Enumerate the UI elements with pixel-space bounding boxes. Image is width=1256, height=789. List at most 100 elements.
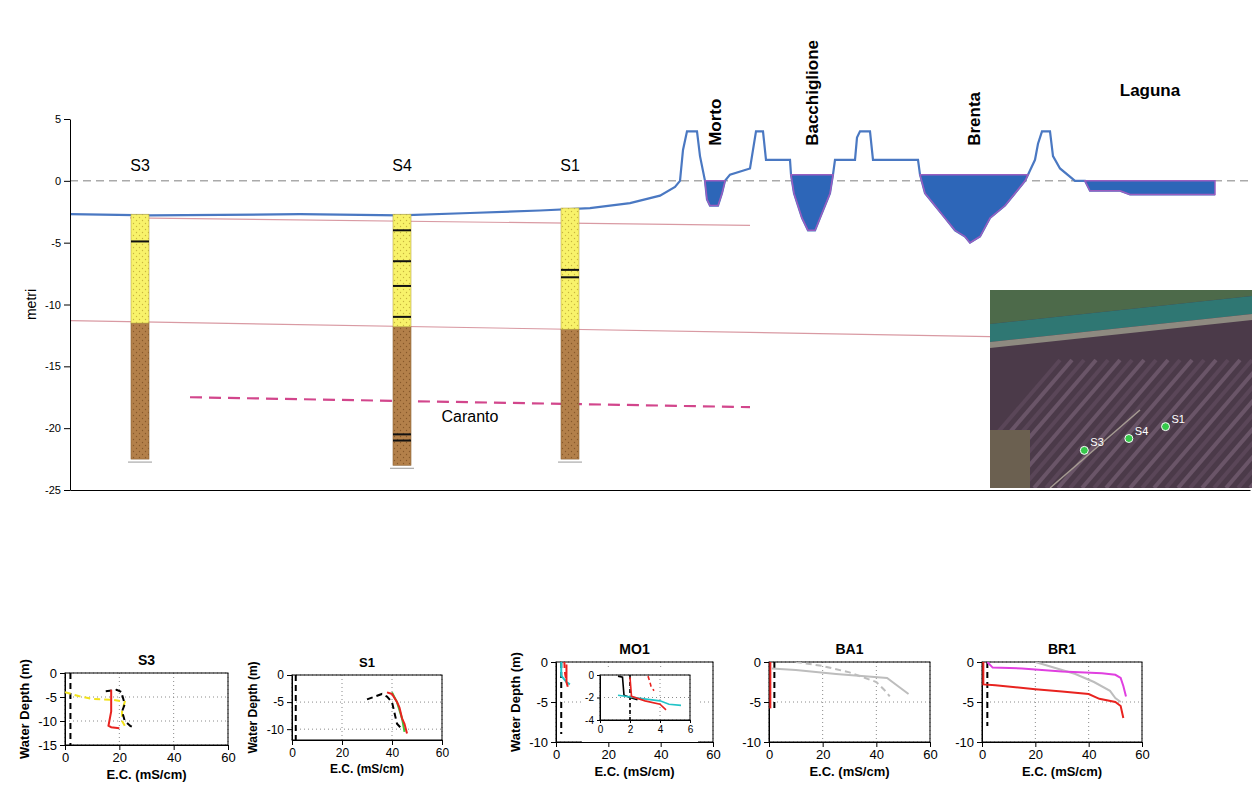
tick-mark xyxy=(287,729,292,730)
tick: -5 xyxy=(45,690,65,705)
axis-title: metri xyxy=(23,289,39,320)
clay-column xyxy=(393,327,411,466)
axis-line xyxy=(71,490,1251,491)
tick-label: -5 xyxy=(749,695,761,710)
inset-panel: 02460-2-4 xyxy=(582,669,698,742)
map-image xyxy=(990,290,1252,488)
water-body xyxy=(1085,181,1215,195)
axis-title: E.C. (mS/cm) xyxy=(594,764,674,779)
axis: 0246 xyxy=(598,720,694,735)
panel: 02040600-5-10MO1E.C. (mS/cm)Water Depth … xyxy=(508,641,721,779)
map-background xyxy=(990,290,1252,488)
tick-label: 0 xyxy=(541,655,548,670)
tick-mark xyxy=(292,740,293,745)
log-mark xyxy=(393,440,411,442)
tick: 0 xyxy=(553,742,560,762)
site-point xyxy=(1080,446,1088,454)
caranto-line xyxy=(190,397,750,407)
grid xyxy=(982,662,1142,742)
tick-label: -5 xyxy=(536,695,548,710)
tick-mark xyxy=(442,740,443,745)
log-mark xyxy=(393,285,411,287)
tick: 40 xyxy=(870,742,884,762)
tick-mark xyxy=(64,366,70,367)
tick: 0 xyxy=(289,740,296,760)
tick-label: 0 xyxy=(766,747,773,762)
water-body xyxy=(705,181,725,206)
tick: 0 xyxy=(588,670,600,681)
tick-label: -5 xyxy=(45,690,57,705)
tick: -5 xyxy=(536,695,556,710)
grid-line xyxy=(342,675,343,740)
tick: 20 xyxy=(113,745,127,765)
tick: -10 xyxy=(267,723,292,737)
map: S4S1S3 xyxy=(950,290,1256,488)
tick: 0 xyxy=(598,720,604,735)
map-feature xyxy=(1154,360,1252,488)
axis: 0-5-10 xyxy=(742,655,769,750)
tick: 0 xyxy=(55,175,70,187)
tick: 0 xyxy=(277,668,292,682)
tick: 0 xyxy=(967,655,982,670)
log-mark xyxy=(561,269,579,271)
tick-label: 60 xyxy=(221,750,235,765)
tick: 40 xyxy=(386,740,400,760)
water-label: Morto xyxy=(706,99,725,146)
tick-label: 20 xyxy=(816,747,830,762)
tick-label: 60 xyxy=(436,746,450,760)
grid xyxy=(65,673,228,745)
tick-label: -10 xyxy=(529,735,548,750)
tick: 2 xyxy=(628,720,634,735)
tick: 0 xyxy=(62,745,69,765)
grid-line xyxy=(769,702,930,703)
tick-label: 0 xyxy=(588,670,594,681)
tick-label: 2 xyxy=(628,724,634,735)
log-mark xyxy=(393,260,411,262)
tick-mark xyxy=(64,243,70,244)
tick-mark xyxy=(764,702,769,703)
tick: 4 xyxy=(658,720,664,735)
tick-label: 0 xyxy=(277,668,284,682)
site-point xyxy=(1125,435,1133,443)
axis-line xyxy=(770,742,931,743)
tick: -2 xyxy=(585,692,600,703)
grid xyxy=(769,662,930,742)
grid-line xyxy=(876,662,877,742)
tick-label: -10 xyxy=(267,723,285,737)
tick-label: 60 xyxy=(1135,747,1149,762)
map-feature xyxy=(1050,410,1140,488)
tick: -10 xyxy=(955,735,982,750)
tick-mark xyxy=(690,720,691,723)
tick: -15 xyxy=(45,360,70,372)
water-body xyxy=(791,175,833,231)
grid-line xyxy=(65,721,228,722)
profile-line xyxy=(630,677,666,710)
panel: 02040600-5-10-15S3E.C. (mS/cm)Water Dept… xyxy=(17,652,236,782)
map-feature xyxy=(1214,360,1252,488)
tick-mark xyxy=(977,742,982,743)
tick-mark xyxy=(977,662,982,663)
axis-line xyxy=(292,676,293,741)
grid-line xyxy=(173,673,174,745)
site-label: S1 xyxy=(1172,413,1185,425)
grid xyxy=(556,662,713,742)
profile-line xyxy=(106,690,133,727)
tick: -10 xyxy=(742,735,769,750)
tick-label: -10 xyxy=(742,735,761,750)
tick-label: 20 xyxy=(1029,747,1043,762)
sand-column xyxy=(393,214,411,327)
grid-line xyxy=(600,697,690,698)
tick: -25 xyxy=(45,484,70,496)
borehole-label: S1 xyxy=(560,157,580,174)
profile-line xyxy=(772,668,909,694)
tick-label: -10 xyxy=(38,714,57,729)
tick-mark xyxy=(64,181,70,182)
map-feature xyxy=(1226,360,1252,488)
tick: -5 xyxy=(51,237,70,249)
tick-mark xyxy=(287,675,292,676)
profile-line xyxy=(648,676,654,691)
water-label: Bacchiglione xyxy=(803,40,822,146)
tick: 0 xyxy=(979,742,986,762)
tick: 0 xyxy=(766,742,773,762)
tick-mark xyxy=(630,720,631,723)
